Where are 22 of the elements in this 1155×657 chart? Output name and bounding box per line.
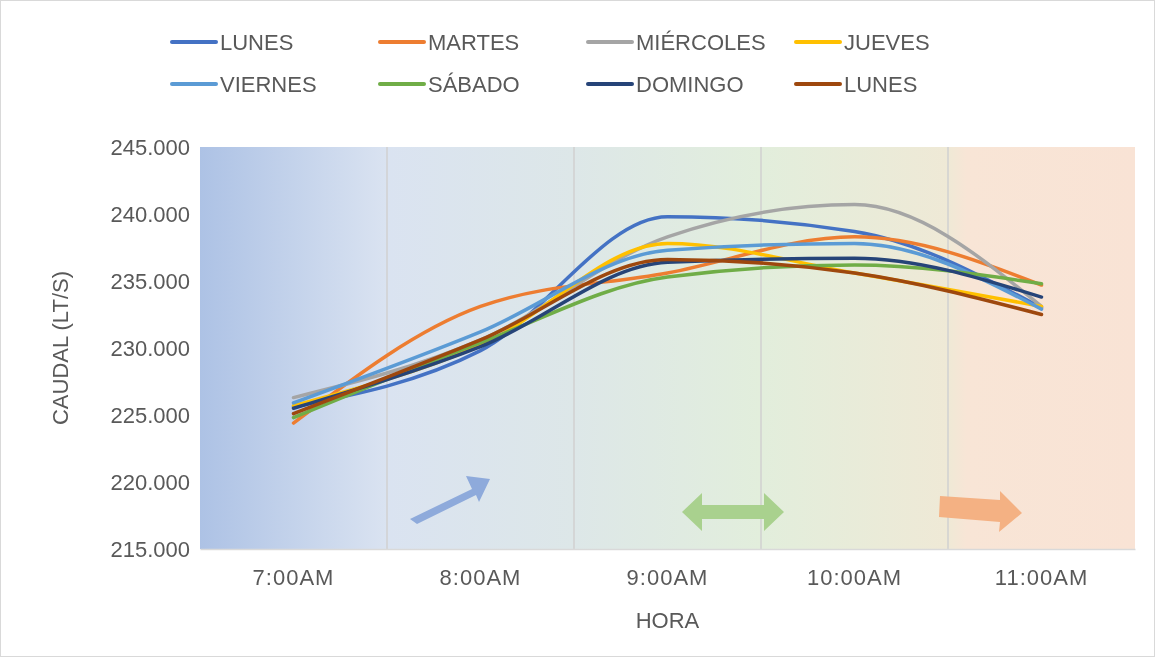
legend-label: MIÉRCOLES xyxy=(636,30,766,55)
legend-label: JUEVES xyxy=(844,30,930,55)
legend-label: VIERNES xyxy=(220,72,317,97)
x-tick-label: 7:00AM xyxy=(252,564,335,590)
y-tick-label: 240.000 xyxy=(110,201,190,227)
y-tick-label: 235.000 xyxy=(110,268,190,294)
x-tick-label: 10:00AM xyxy=(806,564,903,590)
legend-label: MARTES xyxy=(428,30,520,55)
y-tick-label: 230.000 xyxy=(110,335,190,361)
x-tick-label: 8:00AM xyxy=(439,564,522,590)
legend-label: LUNES xyxy=(220,30,294,55)
x-axis-title: HORA xyxy=(635,608,700,633)
x-tick-label: 11:00AM xyxy=(994,564,1089,590)
y-tick-label: 215.000 xyxy=(110,536,190,562)
legend-label: LUNES xyxy=(844,72,918,97)
y-tick-label: 225.000 xyxy=(110,402,190,428)
y-tick-label: 220.000 xyxy=(110,469,190,495)
x-tick-label: 9:00AM xyxy=(626,564,709,590)
y-tick-label: 245.000 xyxy=(110,134,190,160)
legend-label: DOMINGO xyxy=(636,72,744,97)
y-axis-title: CAUDAL (LT/S) xyxy=(48,270,73,426)
legend-label: SÁBADO xyxy=(428,72,520,97)
